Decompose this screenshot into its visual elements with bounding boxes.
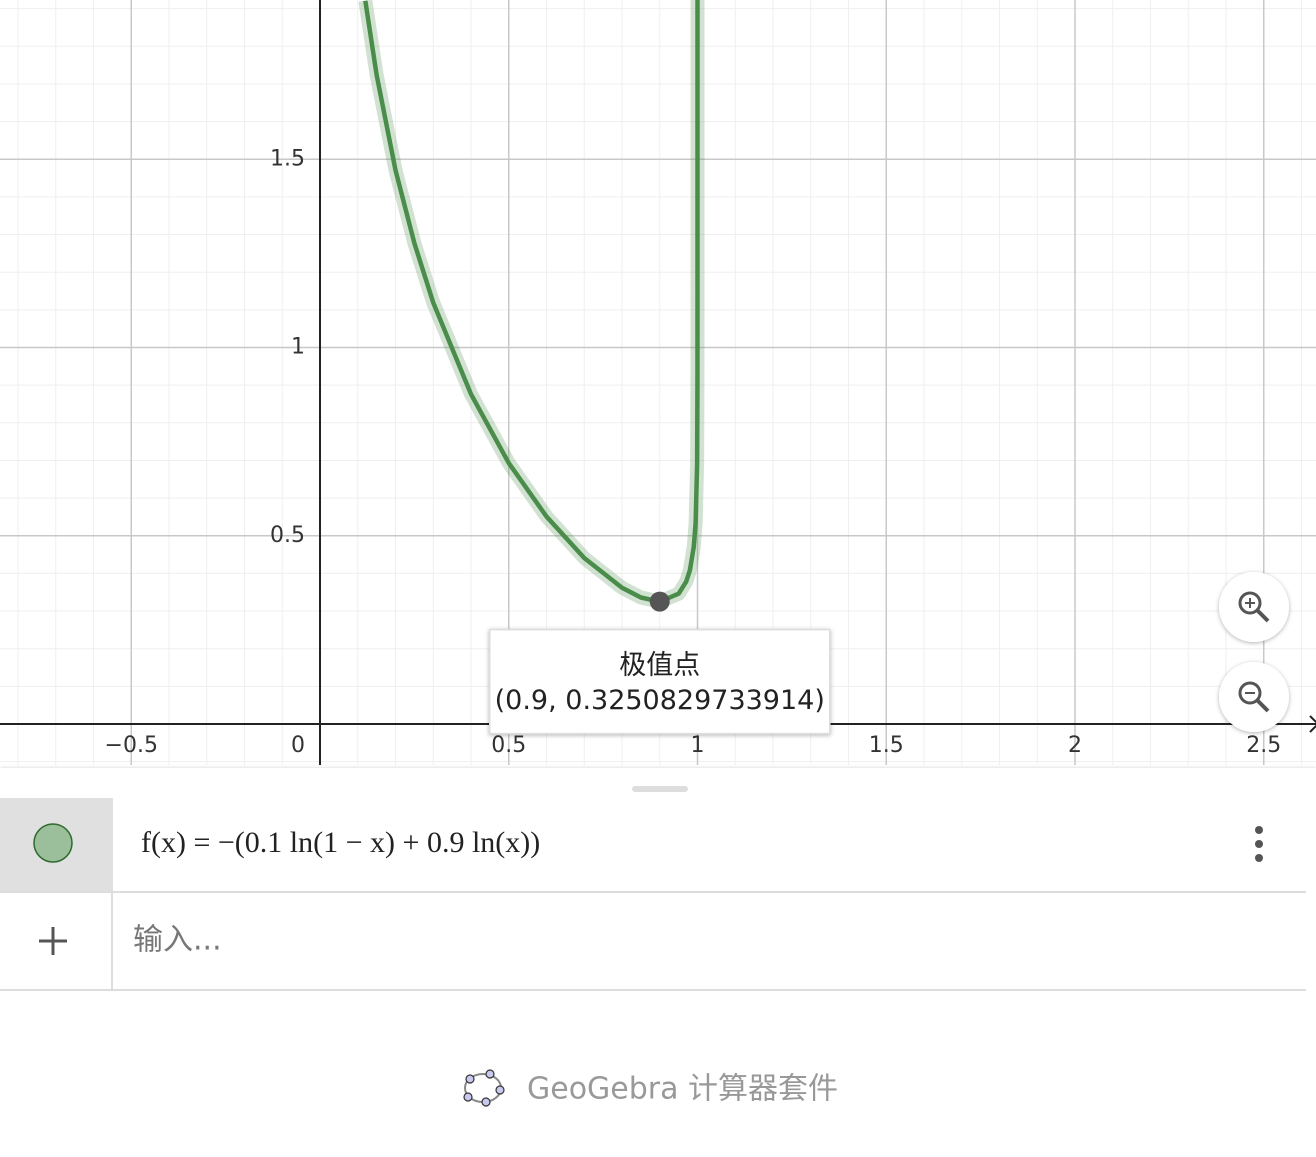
zoom-out-button[interactable] (1219, 662, 1289, 732)
extremum-point (649, 591, 670, 612)
point-tooltip (489, 628, 831, 735)
formula[interactable]: f(x) = −(0.1 ln(1 − x) + 0.9 ln(x)) (141, 826, 540, 859)
tooltip-coords: (0.9, 0.3250829733914) (495, 685, 825, 716)
input-placeholder[interactable]: 输入... (133, 923, 222, 958)
tooltip-title: 极值点 (619, 650, 700, 681)
x-tick-label: 0.5 (491, 733, 526, 758)
geogebra-logo (463, 1069, 505, 1107)
x-tick-label: 2 (1068, 733, 1082, 758)
y-tick-label: 0.5 (270, 523, 305, 548)
y-tick-label: 1 (291, 335, 305, 360)
x-axis-arrow (1309, 715, 1316, 733)
x-tick-label: 1.5 (869, 733, 904, 758)
more-menu[interactable] (1255, 826, 1263, 862)
x-tick-label: 1 (691, 733, 705, 758)
curve (363, 0, 700, 604)
x-tick-label: 0 (291, 733, 305, 758)
algebra-panel-bg (0, 768, 1316, 1153)
x-tick-label: 2.5 (1246, 733, 1281, 758)
footer-text[interactable]: GeoGebra 计算器套件 (527, 1072, 838, 1107)
visibility-toggle[interactable] (33, 823, 73, 863)
y-tick-label: 1.5 (270, 146, 305, 171)
drag-handle[interactable] (632, 786, 688, 792)
add-icon[interactable] (39, 927, 67, 955)
x-tick-label: −0.5 (105, 733, 158, 758)
zoom-in-button[interactable] (1219, 572, 1289, 642)
